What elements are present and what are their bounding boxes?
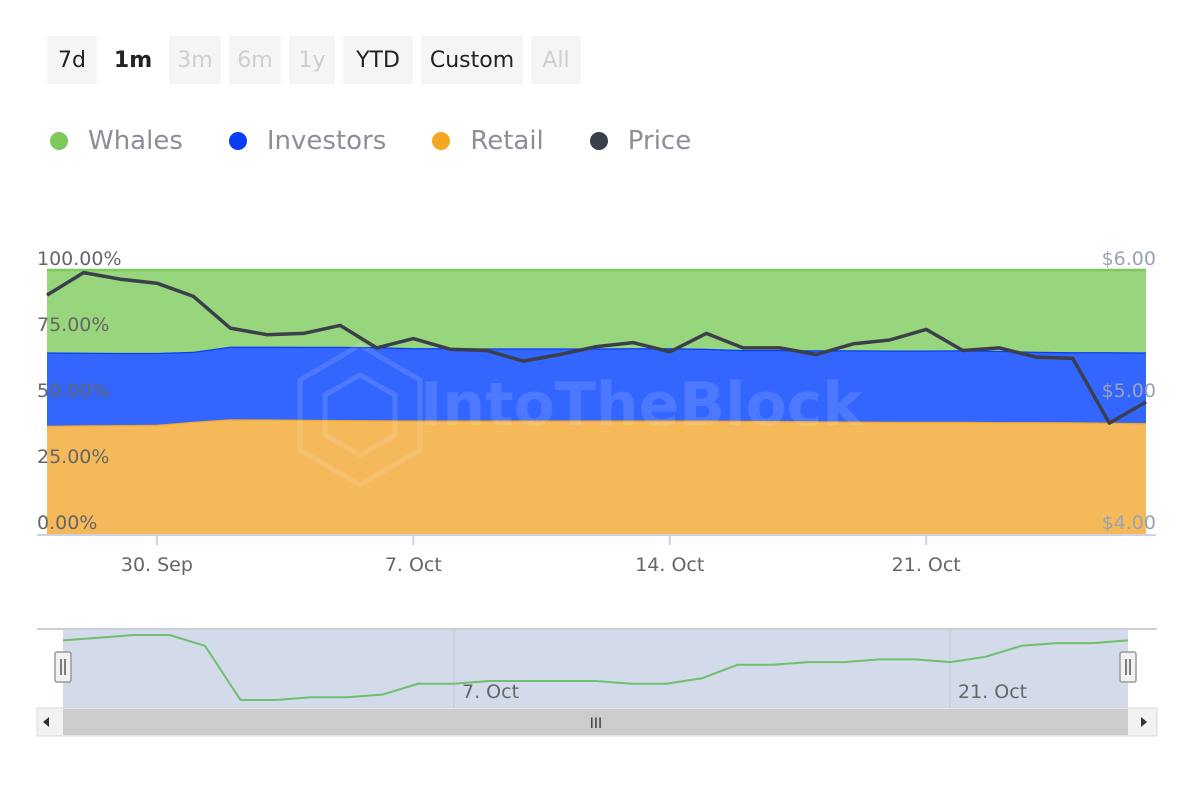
legend-item-price[interactable]: Price	[589, 126, 692, 156]
legend-dot-icon	[228, 132, 247, 150]
y-left-tick-label: 100.00%	[37, 248, 122, 270]
y-right-tick-label: $5.00	[1102, 380, 1156, 402]
range-button-ytd[interactable]: YTD	[343, 36, 413, 84]
range-button-6m: 6m	[229, 36, 281, 84]
scrollbar-thumb[interactable]	[63, 709, 1128, 735]
x-tick-label: 14. Oct	[635, 554, 704, 576]
y-right-tick-label: $4.00	[1102, 512, 1156, 534]
x-tick-label: 30. Sep	[121, 554, 193, 576]
range-button-custom[interactable]: Custom	[421, 36, 523, 84]
y-left-tick-label: 75.00%	[37, 314, 109, 336]
legend-label: Retail	[470, 126, 544, 156]
legend-item-investors[interactable]: Investors	[228, 126, 387, 156]
scroll-right-arrow-icon[interactable]	[1141, 717, 1147, 727]
price-line	[46, 270, 1147, 425]
legend-item-whales[interactable]: Whales	[50, 126, 183, 156]
legend: Whales Investors Retail Price	[50, 126, 691, 156]
range-button-1y: 1y	[289, 36, 335, 84]
range-button-all: All	[531, 36, 581, 84]
legend-dot-icon	[432, 132, 451, 150]
x-tick-label: 21. Oct	[892, 554, 961, 576]
legend-label: Whales	[88, 126, 183, 156]
watermark: IntoTheBlock	[297, 342, 864, 488]
range-button-3m: 3m	[169, 36, 221, 84]
y-right-tick-label: $6.00	[1102, 248, 1156, 270]
watermark-text: IntoTheBlock	[420, 370, 864, 440]
range-button-7d[interactable]: 7d	[47, 36, 97, 84]
scrollbar-grip-icon: III	[590, 716, 602, 732]
legend-dot-icon	[50, 132, 68, 150]
navigator-x-label: 7. Oct	[462, 681, 519, 703]
navigator-x-label: 21. Oct	[958, 681, 1027, 703]
navigator-series-line	[62, 634, 1129, 701]
area-whales	[47, 270, 1146, 353]
legend-dot-icon	[589, 132, 608, 150]
legend-label: Price	[627, 126, 692, 156]
range-selector: 7d 1m 3m 6m 1y YTD Custom All	[47, 36, 581, 84]
area-retail	[47, 419, 1146, 534]
legend-label: Investors	[266, 126, 387, 156]
navigator-left-handle[interactable]	[54, 651, 72, 683]
y-left-tick-label: 0.00%	[37, 512, 97, 534]
scroll-left-arrow-icon[interactable]	[43, 717, 49, 727]
y-left-tick-label: 25.00%	[37, 446, 109, 468]
navigator-right-handle[interactable]	[1119, 651, 1137, 683]
legend-item-retail[interactable]: Retail	[432, 126, 544, 156]
watermark-logo-icon	[297, 342, 423, 488]
range-button-1m[interactable]: 1m	[105, 36, 161, 84]
y-left-tick-label: 50.00%	[37, 380, 109, 402]
x-tick-label: 7. Oct	[385, 554, 442, 576]
area-investors	[47, 346, 1146, 426]
